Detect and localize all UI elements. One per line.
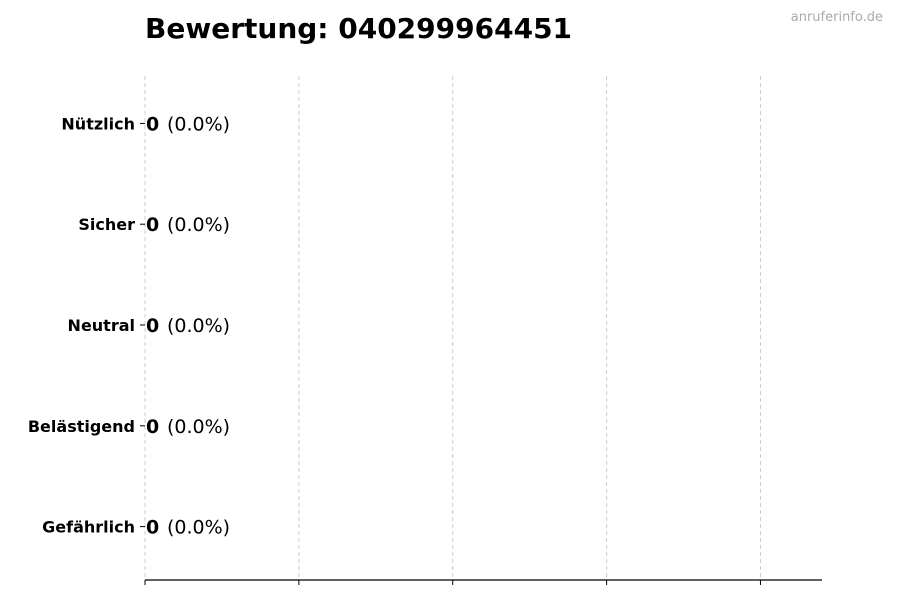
category-label: Gefährlich: [42, 518, 135, 537]
data-label-percent: (0.0%): [167, 113, 230, 135]
data-label-count: 0: [146, 315, 159, 337]
category-label: Nützlich: [61, 114, 135, 133]
category-label: Neutral: [68, 316, 135, 335]
data-label-percent: (0.0%): [167, 517, 230, 539]
data-label-count: 0: [146, 517, 159, 539]
data-label-count: 0: [146, 113, 159, 135]
data-label-count: 0: [146, 214, 159, 236]
category-label: Belästigend: [28, 417, 135, 436]
data-label-percent: (0.0%): [167, 315, 230, 337]
category-label: Sicher: [78, 215, 135, 234]
data-label-count: 0: [146, 416, 159, 438]
watermark: anruferinfo.de: [790, 10, 883, 25]
data-label-percent: (0.0%): [167, 416, 230, 438]
chart-title: Bewertung: 040299964451: [145, 12, 573, 45]
data-label-percent: (0.0%): [167, 214, 230, 236]
